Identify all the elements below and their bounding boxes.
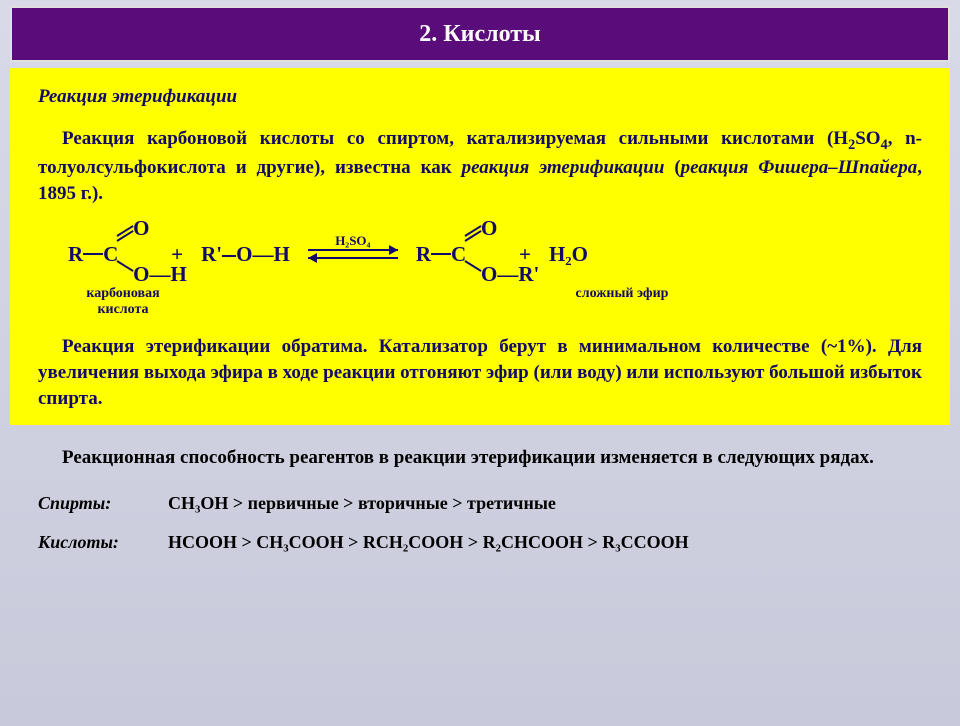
label-acid: карбоновая кислота (68, 286, 178, 318)
reactivity-series: Спирты: CH₃OH > первичные > вторичные > … (38, 493, 922, 553)
carbon-atom: C (103, 242, 118, 267)
bond-icon (83, 253, 103, 255)
slide-header: 2. Кислоты (10, 6, 950, 62)
equilibrium-arrow: H₂SO₄ (308, 247, 398, 261)
spacer (196, 286, 356, 318)
carbon-atom: C (451, 242, 466, 267)
oxygen-atom: O (133, 216, 149, 241)
intro-term-1: реакция этерификации (462, 157, 665, 178)
conclusion-bold: Реакция этерификации обратима. (62, 336, 368, 357)
alcohol-structure: R' O—H (201, 242, 290, 267)
reaction-equation: R C O O—H + R'O—H H₂SO₄ R (68, 224, 922, 284)
intro-term-2: реакция Фишера–Шпайера (681, 157, 918, 178)
acids-sequence: HCOOH > CH₃COOH > RCH₂COOH > R₂CHCOOH > … (168, 532, 922, 553)
carboxylic-acid-structure: R C O O—H (68, 224, 153, 284)
intro-text-4: ( (664, 157, 680, 178)
r-group: R (68, 242, 83, 267)
reactivity-intro: Реакционная способность реагентов в реак… (38, 445, 922, 471)
r-prime: R' (201, 242, 222, 266)
cooh-fragment: C O O—H (103, 224, 153, 284)
equation-labels: карбоновая кислота сложный эфир (68, 286, 922, 318)
spacer (374, 286, 534, 318)
slide-title: 2. Кислоты (419, 21, 541, 48)
alcohols-row: Спирты: CH₃OH > первичные > вторичные > … (38, 493, 922, 514)
oh-group: O—H (133, 262, 187, 287)
single-bond-icon (464, 260, 481, 272)
oh-group: O—H (236, 242, 290, 266)
section-heading: Реакция этерификации (38, 86, 922, 108)
alcohols-sequence: CH₃OH > первичные > вторичные > третичны… (168, 493, 922, 514)
reactivity-block: Реакционная способность реагентов в реак… (10, 431, 950, 581)
water-product: H₂O (549, 242, 588, 267)
double-arrow-icon (308, 247, 398, 261)
intro-text-1: Реакция карбоновой кислоты со спиртом, к… (62, 128, 848, 149)
acids-row: Кислоты: HCOOH > CH₃COOH > RCH₂COOH > R₂… (38, 532, 922, 553)
intro-text-2: SO (855, 128, 880, 149)
label-ester: сложный эфир (552, 286, 692, 318)
intro-sub-2: 4 (881, 137, 888, 153)
conclusion-paragraph: Реакция этерификации обратима. Катализат… (38, 334, 922, 411)
ester-structure: R C O O—R' (416, 224, 501, 284)
coor-fragment: C O O—R' (451, 224, 501, 284)
main-content-block: Реакция этерификации Реакция карбоновой … (10, 68, 950, 425)
intro-paragraph: Реакция карбоновой кислоты со спиртом, к… (38, 126, 922, 206)
r-group: R (416, 242, 431, 267)
acids-label: Кислоты: (38, 532, 168, 553)
bond-icon (431, 253, 451, 255)
bond-icon (222, 255, 236, 257)
alcohols-label: Спирты: (38, 493, 168, 514)
single-bond-icon (117, 260, 134, 272)
or-group: O—R' (481, 262, 539, 287)
oxygen-atom: O (481, 216, 497, 241)
